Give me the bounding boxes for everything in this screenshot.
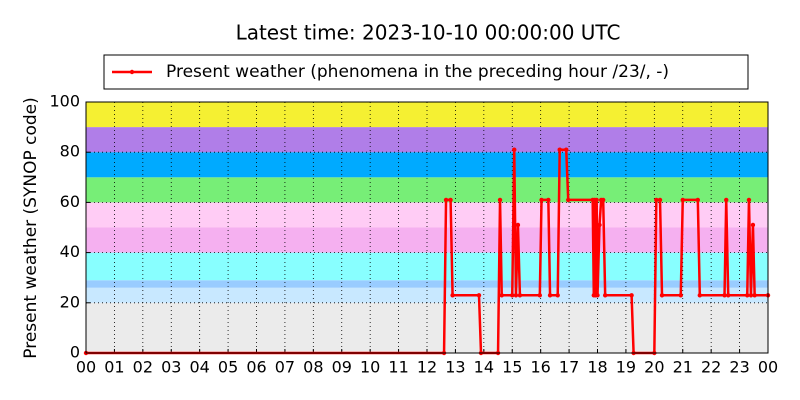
x-tick-label: 02 [133,358,153,377]
x-tick-label: 00 [76,358,96,377]
data-point [512,147,517,152]
data-point [537,293,543,298]
x-tick-label: 20 [644,358,664,377]
data-point [517,293,523,298]
data-point [726,293,731,298]
x-tick-label: 18 [587,358,607,377]
background-band [86,227,768,253]
data-point [557,147,562,152]
x-tick-label: 15 [502,358,522,377]
plot-frame [85,101,769,354]
x-tick-label: 13 [445,358,465,377]
x-tick-label: 06 [246,358,266,377]
data-point [745,293,750,298]
data-point [750,222,756,228]
data-point [450,293,455,298]
chart-title: Latest time: 2023-10-10 00:00:00 UTC [236,21,621,45]
x-tick-label: 00 [758,358,778,377]
background-band [86,280,768,288]
data-point [724,197,729,203]
x-tick-label: 19 [616,358,636,377]
series-line [86,148,768,355]
legend-label: Present weather (phenomena in the preced… [166,62,669,82]
data-point [564,147,569,152]
x-tick-label: 22 [701,358,721,377]
data-point [547,293,553,298]
data-point [515,222,521,228]
background-band [86,152,768,178]
x-tick-label: 03 [161,358,181,377]
data-point [678,293,683,298]
data-point [539,197,544,203]
x-tick-label: 04 [189,358,209,377]
data-point [680,197,685,203]
x-tick-label: 12 [417,358,437,377]
data-point [476,293,482,298]
data-point [600,197,606,203]
data-point [659,293,665,298]
y-tick-label: 40 [60,242,80,261]
x-tick-label: 09 [332,358,352,377]
data-point [546,197,551,203]
data-point [497,197,503,203]
x-tick-label: 23 [729,358,749,377]
data-point [594,197,599,203]
y-tick-label: 0 [70,343,80,362]
legend-marker [129,69,135,75]
data-point [602,293,608,298]
data-point [566,197,571,203]
y-tick-label: 20 [60,292,80,311]
data-point [722,293,727,298]
y-tick-label: 100 [49,92,80,111]
data-point [510,293,515,298]
data-point [629,293,634,298]
x-tick-label: 10 [360,358,380,377]
x-tick-label: 14 [474,358,494,377]
x-tick-label: 07 [275,358,295,377]
data-point [513,293,519,298]
data-point [746,197,752,203]
data-point [443,197,449,203]
legend-box [103,54,749,90]
data-point [448,197,453,203]
y-tick-label: 60 [60,192,80,211]
data-point [752,293,757,298]
x-tick-label: 16 [530,358,550,377]
data-point [597,222,602,228]
background-band [86,127,768,153]
data-point [657,197,663,203]
x-tick-label: 01 [104,358,124,377]
data-point [654,197,659,203]
data-point [748,293,754,298]
x-tick-label: 21 [673,358,693,377]
x-tick-label: 08 [303,358,323,377]
data-point [499,293,504,298]
y-axis-label: Present weather (SYNOP code) [21,97,41,358]
x-tick-label: 11 [388,358,408,377]
data-point [595,293,600,298]
data-point [697,293,702,298]
data-point [695,197,701,203]
y-tick-label: 80 [60,142,80,161]
x-tick-label: 17 [559,358,579,377]
x-tick-label: 05 [218,358,238,377]
data-point [555,293,560,298]
